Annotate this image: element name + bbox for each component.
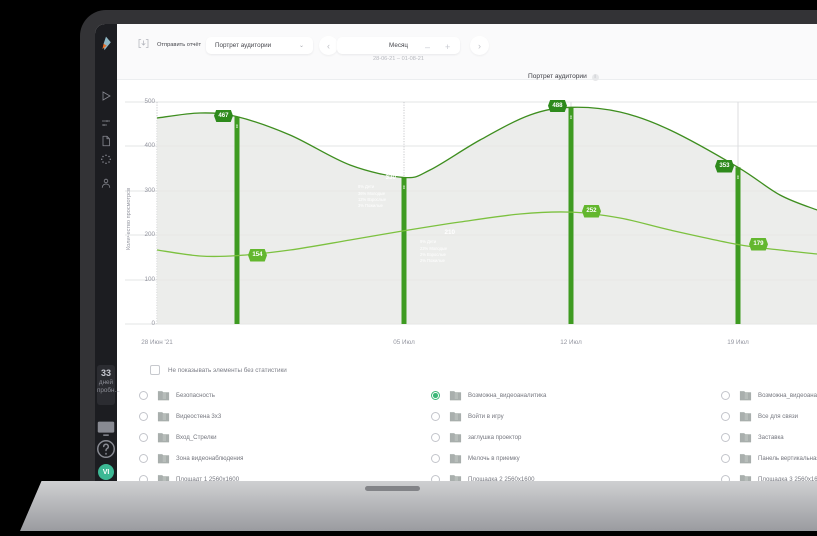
svg-text:⇕: ⇕	[402, 185, 406, 191]
svg-text:⇕: ⇕	[569, 115, 573, 121]
svg-text:⇕: ⇕	[736, 175, 740, 181]
svg-text:⇕: ⇕	[235, 124, 239, 130]
